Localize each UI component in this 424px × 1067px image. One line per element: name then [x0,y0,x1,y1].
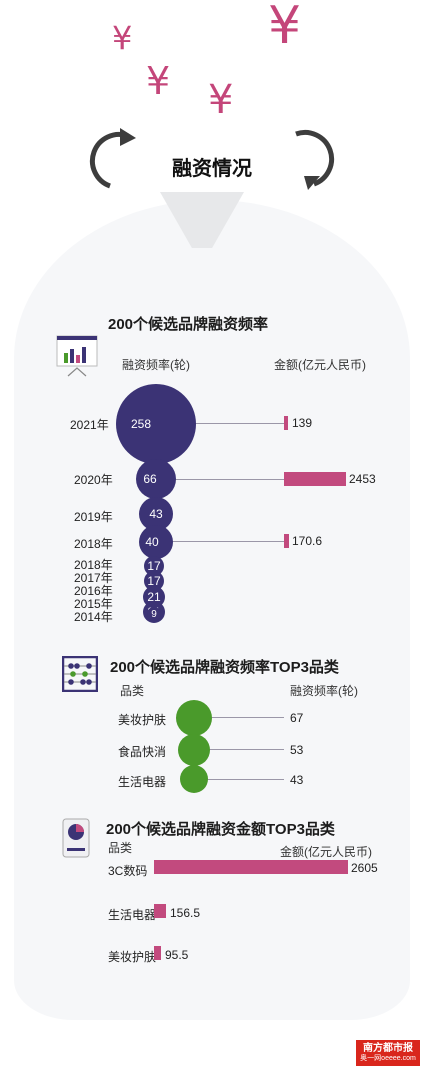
section3-title: 200个候选品牌融资金额TOP3品类 [106,821,335,838]
yen-icon: ¥ [208,77,234,123]
frequency-value: 53 [290,743,304,757]
logo-sub: 奥一网oeeee.com [360,1054,416,1062]
category-label: 食品快消 [118,745,167,759]
newspaper-logo: 南方都市报 奥一网oeeee.com [356,1040,420,1066]
pie-chart-icon [62,818,90,858]
amount-value: 2453 [349,472,376,486]
year-label: 2021年 [70,418,109,432]
year-label: 2020年 [74,473,113,487]
frequency-value: 258 [130,417,152,431]
amount-bar [154,904,166,918]
amount-bar [284,534,289,548]
amount-bar [154,860,348,874]
abacus-icon [62,656,98,692]
frequency-value: 67 [290,711,304,725]
amount-value: 95.5 [165,948,189,962]
yen-icon: ¥ [112,19,133,57]
frequency-bubble: 258 [116,384,196,464]
refresh-left-arrow-icon [89,128,136,189]
amount-value: 2605 [351,861,378,875]
amount-value: 170.6 [292,534,323,548]
category-bubble [176,700,212,736]
year-label: 2014年 [74,610,113,624]
frequency-bubble: 9 [147,607,161,621]
connector-line [194,749,284,750]
connector-line [156,541,284,542]
section3-right-header: 金额(亿元人民币) [280,845,372,859]
amount-value: 139 [292,416,313,430]
section2-right-header: 融资频率(轮) [290,684,358,698]
frequency-bubble: 40 [139,525,173,559]
connector-line [156,423,284,424]
frequency-value: 40 [145,535,159,549]
amount-bar [284,472,346,486]
section2-left-header: 品类 [120,684,145,698]
category-label: 美妆护肤 [118,713,167,727]
section3-left-header: 品类 [108,841,133,855]
amount-value: 156.5 [170,906,201,920]
category-bubble [180,765,208,793]
category-bubble [178,734,210,766]
connector-line [156,479,284,480]
connector-line [194,779,284,780]
category-label: 生活电器 [118,775,167,789]
category-label: 生活电器 [108,908,157,922]
frequency-value: 21 [147,590,161,604]
year-label: 2018年 [74,537,113,551]
amount-bar [284,416,288,430]
amount-bar [154,946,161,960]
year-label: 2017年 [74,571,113,585]
frequency-value: 43 [149,507,163,521]
section1-left-header: 融资频率(轮) [122,358,190,372]
year-label: 2018年 [74,558,113,572]
frequency-value: 9 [151,608,157,620]
year-label: 2019年 [74,510,113,524]
frequency-value: 17 [147,559,161,573]
bar-chart-icon [56,335,98,377]
frequency-value: 43 [290,773,304,787]
category-label: 美妆护肤 [108,950,157,964]
frequency-value: 66 [143,472,157,486]
connector-line [194,717,284,718]
yen-icon: ¥ [268,0,302,56]
section1-right-header: 金额(亿元人民币) [274,358,366,372]
logo-name: 南方都市报 [363,1043,413,1055]
frequency-bubble: 66 [136,459,176,499]
section2-title: 200个候选品牌融资频率TOP3品类 [110,659,339,676]
frequency-value: 17 [147,574,161,588]
refresh-right-arrow-icon [295,129,335,190]
page-title: 融资情况 [172,158,252,180]
section1-title: 200个候选品牌融资频率 [108,316,269,333]
category-label: 3C数码 [108,864,148,878]
yen-icon: ¥ [146,59,171,103]
year-label: 2015年 [74,597,113,611]
year-label: 2016年 [74,584,113,598]
